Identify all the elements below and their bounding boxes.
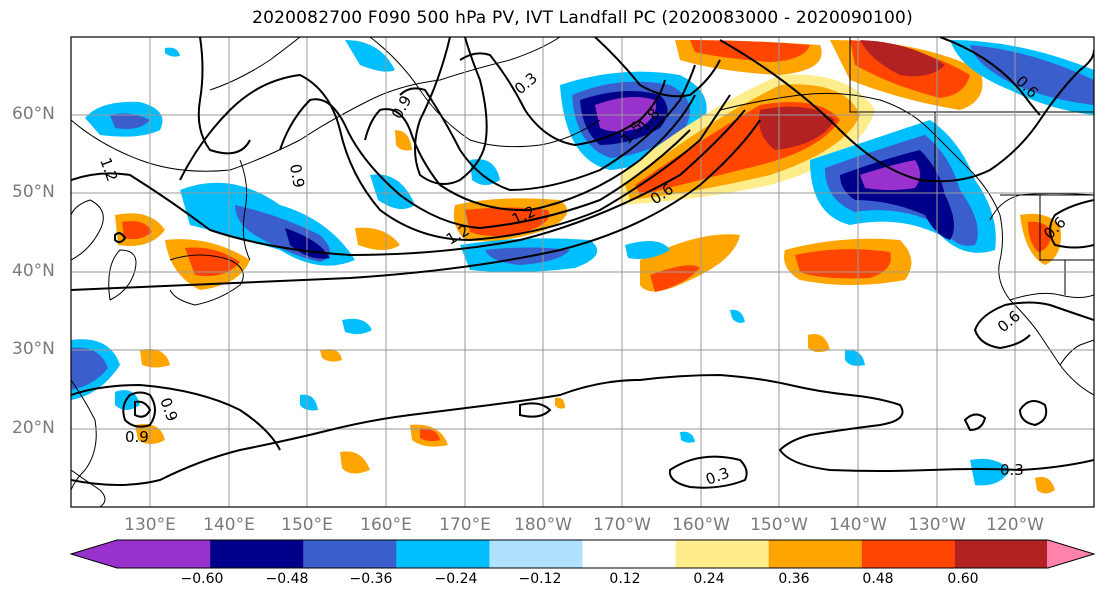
colorbar-segment <box>768 540 863 568</box>
shaded-region <box>470 159 500 185</box>
shaded-region <box>1035 476 1055 494</box>
lon-label-150w: 150°W <box>750 515 808 535</box>
shaded-region <box>165 47 180 57</box>
shaded-region <box>110 113 150 129</box>
colorbar-tick-label: 0.60 <box>947 571 979 587</box>
colorbar-tick-label: −0.36 <box>349 571 393 587</box>
shaded-region <box>690 40 810 62</box>
colorbar-tick-label: −0.12 <box>518 571 562 587</box>
lon-label-120w: 120°W <box>986 515 1044 535</box>
shaded-region <box>115 390 140 410</box>
colorbar-outline <box>69 539 1096 569</box>
colorbar-segment <box>210 540 304 568</box>
shaded-region <box>345 40 395 72</box>
colorbar-tick-label: 0.36 <box>778 571 810 587</box>
shaded-region <box>759 106 835 150</box>
lon-label-170w: 170°W <box>593 515 651 535</box>
map-border <box>70 36 1095 508</box>
contour-label: 0.9 <box>286 163 308 190</box>
shaded-region <box>300 394 318 411</box>
lon-label-140w: 140°W <box>829 515 887 535</box>
lat-label-30n: 30°N <box>12 339 55 359</box>
colorbar-segment <box>675 540 770 568</box>
contour-label: 0.3 <box>1000 461 1024 479</box>
map-panel: 0.9 1.2 1.2 1.2 1.5 1.8 0.9 0.6 0.6 0.6 … <box>70 36 1095 508</box>
shaded-region <box>395 130 412 151</box>
shaded-region <box>860 40 945 77</box>
colorbar-segment <box>582 540 677 568</box>
colorbar-tick-label: 0.12 <box>609 571 641 587</box>
lon-label-180w: 180°W <box>514 515 572 535</box>
colorbar-segment <box>71 540 211 568</box>
shaded-region <box>342 318 372 335</box>
shaded-region <box>71 347 108 390</box>
colorbar-segment <box>861 540 956 568</box>
shaded-region <box>465 207 550 236</box>
lat-label-50n: 50°N <box>12 182 55 202</box>
colorbar-tick-label: 0.24 <box>693 571 725 587</box>
shaded-region <box>845 349 865 366</box>
shaded-region <box>340 451 370 474</box>
shaded-region <box>970 458 1010 486</box>
shaded-region <box>355 227 400 250</box>
lat-label-20n: 20°N <box>12 418 55 438</box>
colorbar-tick-label: 0.48 <box>862 571 894 587</box>
colorbar-segment <box>1047 540 1094 568</box>
colorbar <box>69 539 1096 569</box>
colorbar-segment <box>396 540 490 568</box>
shaded-region <box>730 309 745 323</box>
map-title: 2020082700 F090 500 hPa PV, IVT Landfall… <box>252 8 913 28</box>
shaded-region <box>595 96 656 132</box>
colorbar-segment <box>489 540 583 568</box>
lon-label-130e: 130°E <box>124 515 176 535</box>
lon-label-160e: 160°E <box>360 515 412 535</box>
shaded-region <box>320 349 342 362</box>
shaded-region <box>680 431 695 443</box>
shaded-region <box>860 160 920 190</box>
lon-label-140e: 140°E <box>203 515 255 535</box>
lon-label-150e: 150°E <box>281 515 333 535</box>
lon-label-130w: 130°W <box>908 515 966 535</box>
shaded-region <box>555 397 565 409</box>
coastlines <box>71 37 1094 507</box>
lon-label-160w: 160°W <box>672 515 730 535</box>
contour-label: 0.9 <box>125 428 149 446</box>
colorbar-tick-label: −0.60 <box>180 571 224 587</box>
shaded-region <box>122 221 152 240</box>
gridlines <box>71 37 1094 507</box>
shaded-region <box>808 334 830 353</box>
shaded-region <box>140 349 170 368</box>
colorbar-segments <box>71 540 1094 568</box>
shaded-region <box>370 174 415 209</box>
contour-lines <box>71 37 1094 489</box>
colorbar-tick-label: −0.48 <box>265 571 309 587</box>
shaded-region <box>625 241 670 259</box>
colorbar-tick-label: −0.24 <box>434 571 478 587</box>
colorbar-segment <box>954 540 1049 568</box>
lon-label-170e: 170°E <box>439 515 491 535</box>
lat-label-40n: 40°N <box>12 261 55 281</box>
lat-label-60n: 60°N <box>12 104 55 124</box>
shaded-region <box>795 249 891 279</box>
colorbar-segment <box>303 540 397 568</box>
shaded-region <box>420 428 440 442</box>
